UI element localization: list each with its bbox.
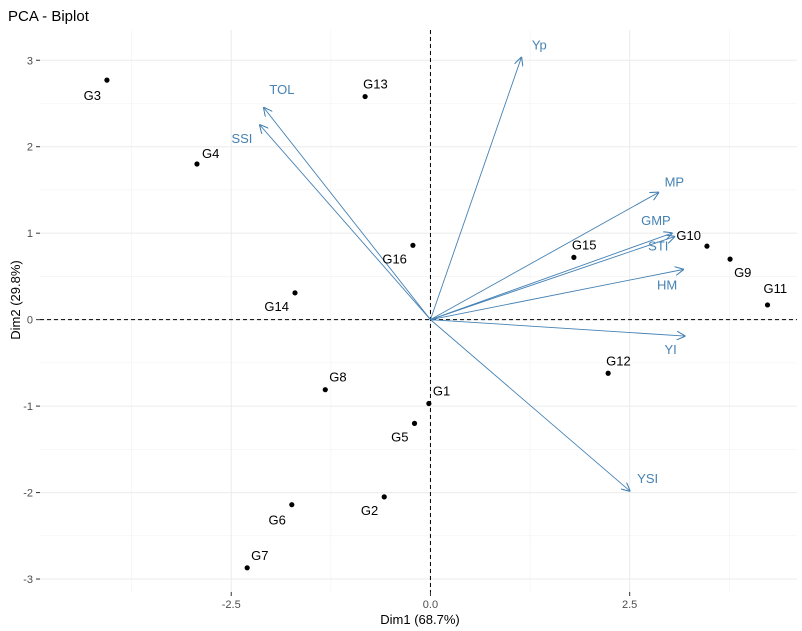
point-g8 [322,387,328,393]
point-g9 [727,256,733,262]
point-g2 [381,494,387,500]
point-label-g7: G7 [251,548,268,563]
point-g10 [704,243,710,249]
point-label-g6: G6 [268,513,285,528]
point-g7 [244,565,250,571]
x-tick-label: 2.5 [622,599,637,611]
point-g5 [411,420,418,426]
point-label-g2: G2 [361,503,378,518]
variable-arrow-ysi [430,319,629,491]
point-g15 [571,254,577,260]
point-label-g16: G16 [382,251,407,266]
point-label-g15: G15 [572,237,597,252]
x-tick-label: -2.5 [222,599,241,611]
variable-arrow-yp [430,58,521,320]
x-tick-label: 0.0 [423,599,438,611]
y-tick-label: -1 [23,401,33,413]
chart-title: PCA - Biplot [8,8,89,25]
y-tick-label: 2 [27,142,33,154]
y-axis-label: Dim2 (29.8%) [8,260,23,339]
variable-label-yp: Yp [532,38,547,53]
variable-arrow-yi [430,319,684,336]
variable-label-hm: HM [657,277,677,292]
y-tick-label: -2 [23,488,33,500]
y-tick-label: 3 [27,55,33,67]
point-g6 [289,502,295,508]
point-label-g9: G9 [734,265,751,280]
variable-label-sti: STI [648,239,668,254]
individual-points: G1 G2 G3 G4 G5 G6 G7 G8 G9 G10 G11 G12 G13 G14 G15 G16 [84,77,788,571]
point-label-g1: G1 [433,384,450,399]
variable-arrows: Yp TOL SSI MP GMP STI HM YI YSI [231,38,684,491]
variable-label-tol: TOL [269,82,294,97]
point-label-g4: G4 [202,146,219,161]
point-label-g10: G10 [676,228,701,243]
variable-label-ysi: YSI [637,471,658,486]
variable-arrow-tol [264,108,431,320]
variable-label-mp: MP [665,175,685,190]
variable-arrow-sti [430,237,674,321]
point-g4 [194,161,200,167]
y-tick-label: 0 [27,315,33,327]
point-label-g11: G11 [764,281,788,296]
point-g12 [605,370,611,376]
y-tick-label: 1 [27,228,33,240]
variable-label-yi: YI [664,342,676,357]
variable-arrow-ssi [260,125,431,320]
variable-label-gmp: GMP [641,213,671,228]
point-g13 [362,93,368,100]
axes: -2.5 0.0 2.5 -3 -2 -1 0 1 2 3 [23,30,797,611]
plot-panel [40,30,797,592]
variable-arrow-hm [430,269,683,321]
variable-arrow-gmp [430,233,671,321]
point-label-g8: G8 [329,370,346,385]
point-label-g3: G3 [84,88,101,103]
x-axis-label: Dim1 (68.7%) [380,612,459,627]
point-label-g5: G5 [391,429,408,444]
variable-label-ssi: SSI [231,131,252,146]
point-g16 [410,242,416,248]
point-g11 [764,302,771,308]
point-label-g13: G13 [363,77,388,92]
y-tick-label: -3 [23,574,33,586]
point-g14 [292,290,298,296]
point-g1 [426,400,432,407]
variable-arrow-mp [430,193,658,321]
point-label-g14: G14 [264,299,289,314]
point-g3 [104,77,110,83]
point-label-g12: G12 [606,353,631,368]
grid [40,30,797,592]
